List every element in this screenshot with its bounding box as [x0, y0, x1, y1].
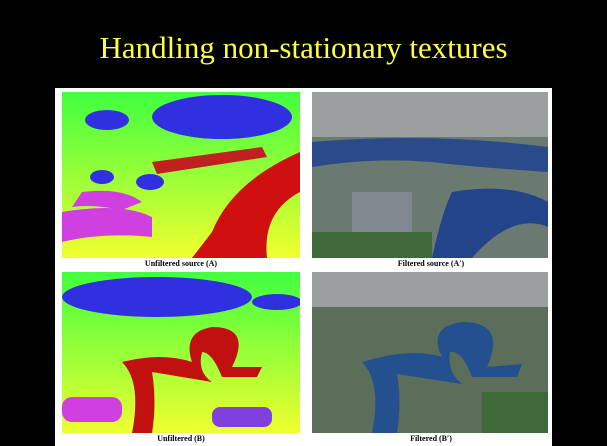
- aerial-photo: [312, 272, 548, 433]
- figure-panel: Unfiltered source (A) Filtered source (A…: [55, 88, 552, 446]
- figure-caption: Filtered source (A′): [397, 259, 465, 268]
- label-map-image: [62, 272, 300, 433]
- slide-title: Handling non-stationary textures: [99, 30, 508, 65]
- figure-caption: Unfiltered (B): [157, 434, 205, 443]
- figure: Unfiltered source (A): [62, 92, 300, 268]
- figure: Filtered source (A′): [312, 92, 550, 268]
- label-map-image: [62, 92, 300, 258]
- aerial-photo: [312, 92, 548, 258]
- figure-caption: Filtered (B′): [410, 434, 452, 443]
- figure: Unfiltered (B): [62, 272, 300, 443]
- figure-caption: Unfiltered source (A): [144, 259, 218, 268]
- figure: Filtered (B′): [312, 272, 550, 443]
